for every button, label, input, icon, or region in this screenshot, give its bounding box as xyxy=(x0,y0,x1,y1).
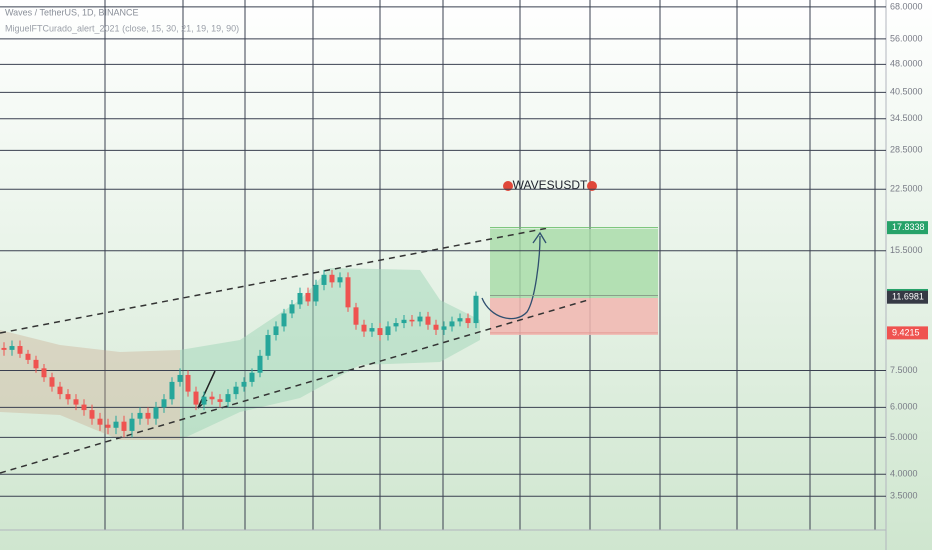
target-zone xyxy=(490,229,658,298)
vertical-grid xyxy=(104,0,876,530)
y-tick-label: 22.5000 xyxy=(890,184,923,194)
candle-body xyxy=(121,421,127,431)
candle-body xyxy=(1,347,7,350)
candle-body xyxy=(329,274,335,283)
candle-body xyxy=(169,381,175,400)
candle-body xyxy=(441,326,447,330)
price-label-box xyxy=(887,221,928,235)
candle-body xyxy=(313,284,319,302)
candle-body xyxy=(369,328,375,332)
candle-body xyxy=(305,292,311,302)
y-tick-label: 56.0000 xyxy=(890,33,923,43)
icon xyxy=(587,181,597,191)
candle-body xyxy=(25,353,31,360)
channel-lower xyxy=(0,299,589,474)
candle-body xyxy=(9,346,15,350)
candle-body xyxy=(225,394,231,402)
candle-body xyxy=(161,399,167,408)
y-tick-label: 40.5000 xyxy=(890,87,923,97)
candle-body xyxy=(201,396,207,405)
candle-body xyxy=(265,335,271,356)
candle-body xyxy=(249,372,255,382)
candle-body xyxy=(433,324,439,330)
candle-body xyxy=(177,374,183,382)
candle-body xyxy=(457,318,463,322)
y-tick-label: 4.0000 xyxy=(890,469,918,479)
indicator-label: MiguelFTCurado_alert_2021 (close, 15, 30… xyxy=(5,23,239,33)
y-tick-label: 3.5000 xyxy=(890,491,918,501)
candle-body xyxy=(241,381,247,387)
candle-body xyxy=(233,386,239,395)
candle-body xyxy=(289,304,295,314)
candle-body xyxy=(89,410,95,419)
candle-body xyxy=(153,407,159,419)
candle-body xyxy=(377,328,383,336)
candle-body xyxy=(193,391,199,405)
candle-body xyxy=(353,307,359,325)
y-tick-label: 7.5000 xyxy=(890,365,918,375)
price-label: 11.6981 xyxy=(892,292,924,302)
candle-body xyxy=(41,368,47,378)
band-green xyxy=(180,268,480,440)
y-tick-label: 15.5000 xyxy=(890,245,923,255)
candle-body xyxy=(449,321,455,327)
candle-body xyxy=(217,399,223,402)
icon xyxy=(503,181,513,191)
candle-body xyxy=(385,326,391,336)
candle-body xyxy=(321,274,327,285)
price-label-box xyxy=(887,326,928,340)
candle-body xyxy=(129,418,135,431)
chart-title: Waves / TetherUS, 1D, BINANCE xyxy=(5,7,139,17)
candle-body xyxy=(273,326,279,336)
candle-body xyxy=(33,359,39,369)
candle-body xyxy=(401,319,407,324)
candle-body xyxy=(49,377,55,387)
candle-body xyxy=(425,316,431,325)
candle-body xyxy=(185,374,191,392)
candle-body xyxy=(465,318,471,324)
candle-body xyxy=(65,394,71,400)
candle-body xyxy=(409,319,415,322)
candle-body xyxy=(257,355,263,373)
price-label-box xyxy=(887,290,928,304)
price-label: 17.8338 xyxy=(892,222,925,232)
band-red xyxy=(0,330,180,440)
y-tick-label: 5.0000 xyxy=(890,432,918,442)
candle-body xyxy=(145,412,151,419)
candle-body xyxy=(113,421,119,428)
candle-body xyxy=(97,418,103,425)
y-tick-label: 28.5000 xyxy=(890,145,923,155)
channel-upper xyxy=(0,227,549,334)
candle-body xyxy=(137,412,143,419)
candle-body xyxy=(361,324,367,332)
annotation: WAVESUSDT xyxy=(513,178,588,192)
candle-body xyxy=(297,292,303,305)
candle-body xyxy=(281,313,287,327)
price-label: 9.4215 xyxy=(892,327,920,337)
candle-body xyxy=(393,323,399,327)
candle-body xyxy=(345,277,351,308)
candle-body xyxy=(81,404,87,411)
y-tick-label: 48.0000 xyxy=(890,59,923,69)
candle-body xyxy=(337,277,343,283)
candle-body xyxy=(17,346,23,354)
candle-body xyxy=(105,424,111,428)
candle-body xyxy=(73,399,79,405)
arrow-head xyxy=(532,231,547,244)
y-tick-label: 6.0000 xyxy=(890,402,918,412)
candle-body xyxy=(209,396,215,400)
candle-body xyxy=(57,386,63,395)
candle-body xyxy=(417,316,423,322)
y-tick-label: 34.5000 xyxy=(890,113,923,123)
candle-body xyxy=(473,295,479,324)
projection-arrow xyxy=(481,235,541,320)
y-tick-label: 68.0000 xyxy=(890,1,923,11)
